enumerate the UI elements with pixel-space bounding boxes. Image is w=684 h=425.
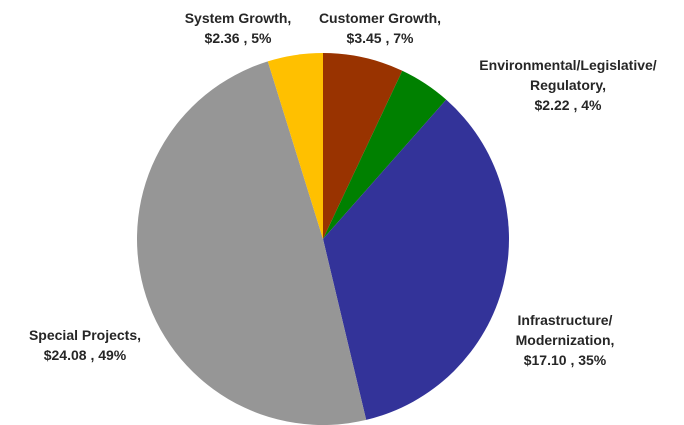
data-label: System Growth, $2.36 , 5%	[185, 8, 292, 48]
value-label: $3.45 , 7%	[346, 30, 414, 46]
category-label: Infrastructure/ Modernization,	[515, 312, 615, 348]
data-label: Customer Growth, $3.45 , 7%	[319, 8, 441, 48]
value-label: $2.36 , 5%	[204, 30, 272, 46]
category-label: Environmental/Legislative/ Regulatory,	[479, 57, 657, 93]
value-label: $2.22 , 4%	[534, 97, 602, 113]
pie-slice	[323, 70, 447, 239]
pie-slice	[137, 61, 367, 425]
pie-slice	[323, 99, 509, 420]
value-label: $17.10 , 35%	[523, 352, 607, 368]
data-label: Special Projects, $24.08 , 49%	[29, 325, 141, 365]
category-label: System Growth,	[184, 10, 292, 26]
category-label: Special Projects,	[28, 327, 142, 343]
pie-slice	[267, 53, 323, 239]
data-label: Environmental/Legislative/ Regulatory, $2…	[479, 55, 656, 115]
data-label: Infrastructure/ Modernization, $17.10 , 3…	[516, 310, 615, 370]
value-label: $24.08 , 49%	[43, 347, 127, 363]
category-label: Customer Growth,	[318, 10, 442, 26]
pie-slice	[323, 53, 403, 239]
